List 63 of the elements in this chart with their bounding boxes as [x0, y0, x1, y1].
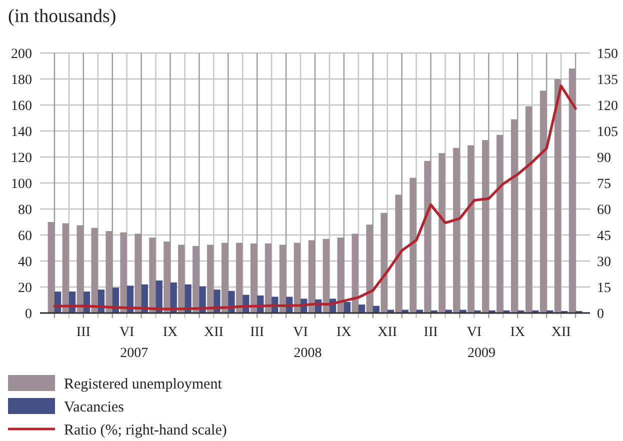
y-tick-label: 160: [11, 98, 32, 114]
bar: [358, 304, 366, 313]
x-tick-label: XII: [204, 325, 224, 340]
bar: [322, 238, 330, 313]
y2-tick-label: 90: [597, 150, 611, 166]
bar: [264, 243, 272, 313]
legend-label: Registered unemployment: [64, 376, 223, 392]
bar: [344, 302, 351, 313]
x-tick-label: VI: [293, 325, 308, 340]
x-tick-label: IX: [162, 325, 178, 340]
text: 2007: [120, 346, 148, 361]
bar: [468, 145, 474, 313]
x-tick-label: III: [250, 325, 264, 340]
line-series: [53, 84, 577, 310]
bar: [120, 232, 127, 313]
bar: [496, 134, 504, 313]
y-tick-label: 40: [18, 254, 32, 270]
bar: [410, 178, 416, 313]
y2-tick-label: 60: [597, 202, 611, 218]
y-tick-label: 80: [18, 202, 32, 218]
y-tick-label: 0: [25, 306, 32, 322]
x-tick-label: IX: [510, 325, 526, 340]
y2-tick-label: 15: [597, 280, 611, 296]
bar: [236, 242, 243, 313]
bar: [352, 234, 358, 313]
legend-label: Vacancies: [64, 399, 124, 416]
x-tick-label: XII: [551, 325, 572, 340]
bar: [294, 242, 301, 313]
x-tick-label: XII: [378, 325, 398, 340]
bar: [62, 223, 69, 313]
bar: [525, 106, 532, 313]
chart-title: (in thousands): [8, 6, 116, 27]
y-tick-label: 200: [11, 46, 32, 62]
bar: [91, 228, 98, 313]
bar: [178, 244, 185, 313]
y-tick-label: 20: [18, 280, 32, 296]
y-tick-label: 120: [11, 150, 32, 166]
y2-tick-label: 120: [597, 98, 618, 114]
y-tick-label: 60: [18, 228, 32, 244]
bar: [554, 79, 562, 313]
bar: [199, 286, 206, 313]
y-tick-label: 140: [11, 124, 32, 140]
y2-tick-label: 135: [597, 72, 618, 88]
text: 2009: [467, 346, 496, 361]
y2-tick-label: 30: [597, 254, 611, 270]
bar: [438, 153, 446, 313]
y2-tick-label: 105: [597, 124, 618, 140]
x-tick-label: VI: [119, 325, 135, 340]
y-tick-label: 180: [11, 72, 32, 88]
x-tick-label: IX: [336, 325, 352, 340]
y2-tick-label: 45: [597, 228, 611, 244]
bar: [380, 212, 388, 313]
y-tick-label: 100: [11, 176, 32, 192]
y2-tick-label: 0: [597, 306, 604, 322]
bar: [149, 238, 156, 313]
y2-tick-label: 75: [597, 176, 611, 192]
text: 2008: [294, 346, 322, 361]
x-tick-label: VI: [466, 325, 482, 340]
bar: [207, 244, 214, 313]
x-tick-label: III: [76, 325, 91, 340]
x-tick-label: III: [424, 325, 438, 340]
legend-label: Ratio (%; right-hand scale): [64, 422, 227, 438]
y2-tick-label: 150: [597, 46, 618, 62]
